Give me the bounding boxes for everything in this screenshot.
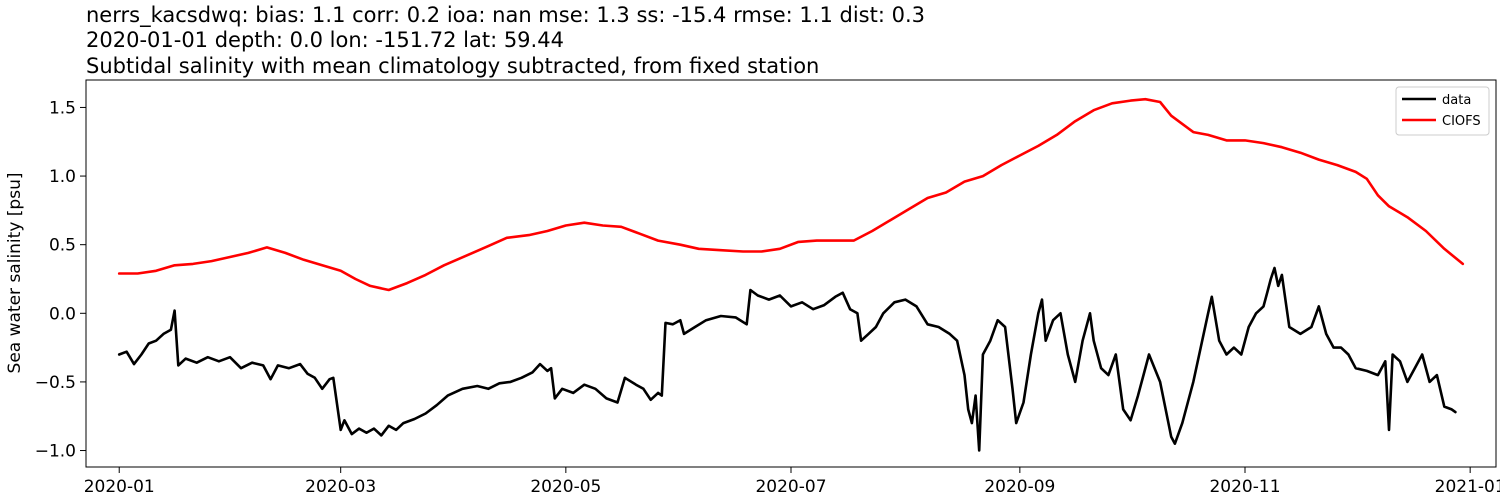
x-tick-label: 2020-09: [984, 477, 1055, 497]
y-tick-label: −1.0: [35, 442, 76, 462]
y-tick-label: 0.0: [49, 304, 76, 324]
plot-frame: [85, 79, 1497, 468]
x-tick-label: 2020-01: [84, 477, 155, 497]
series-line-ciofs: [117, 97, 1465, 292]
legend: data CIOFS: [1395, 86, 1490, 136]
y-tick-label: 0.5: [49, 236, 76, 256]
series-layer: [117, 97, 1465, 452]
legend-label-ciofs: CIOFS: [1442, 114, 1481, 129]
y-tick-label: −0.5: [35, 373, 76, 393]
x-tick-label: 2020-07: [755, 477, 826, 497]
x-tick-label: 2020-11: [1209, 477, 1280, 497]
y-tick-label: 1.5: [49, 98, 76, 118]
stats-title: nerrs_kacsdwq: bias: 1.1 corr: 0.2 ioa: …: [86, 3, 925, 27]
legend-label-data: data: [1442, 93, 1471, 108]
chart-subtitle: Subtidal salinity with mean climatology …: [86, 54, 820, 78]
station-info-title: 2020-01-01 depth: 0.0 lon: -151.72 lat: …: [86, 28, 564, 52]
ticks-layer: 2020-01 2020-03 2020-05 2020-07 2020-09 2020-…: [35, 98, 1500, 497]
x-tick-label: 2020-05: [530, 477, 601, 497]
y-tick-label: 1.0: [49, 167, 76, 187]
series-line-data: [117, 266, 1457, 452]
y-axis-label: Sea water salinity [psu]: [5, 173, 25, 374]
x-tick-label: 2020-03: [305, 477, 376, 497]
x-tick-label: 2021-01: [1435, 477, 1500, 497]
